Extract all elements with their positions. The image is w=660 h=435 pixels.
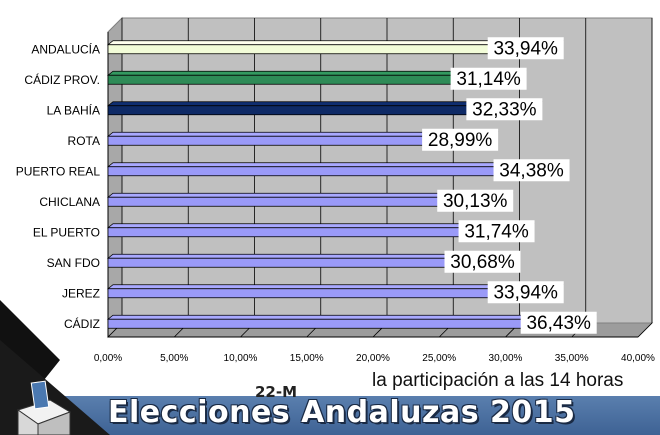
category-label: ROTA: [68, 134, 100, 148]
bar-chart: ANDALUCÍA CÁDIZ PROV. LA BAHÍA ROTA PUERTO R…: [16, 16, 655, 364]
data-label: 30,68%: [450, 252, 515, 273]
data-labels: 33,94% 31,14% 32,33% 28,99% 34,38% 30,13% 31,7…: [422, 37, 597, 334]
data-label-box: [493, 159, 570, 182]
data-label-box: [458, 220, 535, 243]
x-tick-label: 0,00%: [94, 353, 122, 364]
data-label: 34,38%: [499, 160, 564, 181]
x-tick-label: 5,00%: [160, 353, 188, 364]
data-label: 31,74%: [464, 221, 529, 242]
banner-title: Elecciones Andaluzas 2015: [108, 395, 576, 430]
gridline-floor: [637, 322, 653, 338]
election-date-tag: 22-M: [255, 383, 298, 401]
data-label: 36,43%: [526, 313, 591, 334]
bars: [106, 39, 597, 330]
category-label: CÁDIZ: [64, 316, 100, 331]
x-tick-label: 10,00%: [224, 353, 258, 364]
data-label: 28,99%: [428, 130, 493, 151]
data-label: 31,14%: [456, 69, 521, 90]
data-label-box: [444, 250, 521, 273]
category-label: ANDALUCÍA: [31, 41, 100, 56]
title-banner: [0, 396, 660, 435]
x-tick-labels: 0,00% 5,00% 10,00% 15,00% 20,00% 25,00% 30,00%…: [94, 353, 655, 364]
category-label: CHICLANA: [39, 195, 100, 209]
category-label: CÁDIZ PROV.: [24, 72, 100, 87]
data-label: 33,94%: [493, 38, 558, 59]
category-label: EL PUERTO: [33, 225, 100, 239]
x-tick-label: 25,00%: [422, 353, 456, 364]
chart-caption: la participación a las 14 horas: [372, 370, 624, 391]
x-tick-label: 40,00%: [621, 353, 655, 364]
ballot-box-icon: [0, 300, 110, 435]
data-label-box: [437, 189, 514, 212]
x-tick-label: 15,00%: [290, 353, 324, 364]
x-tick-label: 30,00%: [489, 353, 523, 364]
data-label-box: [450, 67, 527, 90]
data-label-box: [487, 281, 564, 304]
bar: [107, 318, 592, 329]
category-label: PUERTO REAL: [16, 164, 101, 178]
data-label: 32,33%: [472, 99, 537, 120]
category-label: SAN FDO: [47, 256, 100, 270]
x-tick-label: 20,00%: [356, 353, 390, 364]
data-label: 33,94%: [493, 282, 558, 303]
data-label: 30,13%: [443, 191, 508, 212]
data-label-box: [487, 37, 564, 60]
data-label-box: [466, 98, 543, 121]
category-label: LA BAHÍA: [47, 102, 100, 117]
data-label-box: [520, 311, 597, 334]
x-tick-label: 35,00%: [555, 353, 589, 364]
category-label: JEREZ: [62, 286, 100, 300]
category-labels: ANDALUCÍA CÁDIZ PROV. LA BAHÍA ROTA PUERTO R…: [16, 41, 101, 331]
data-label-box: [422, 128, 499, 151]
